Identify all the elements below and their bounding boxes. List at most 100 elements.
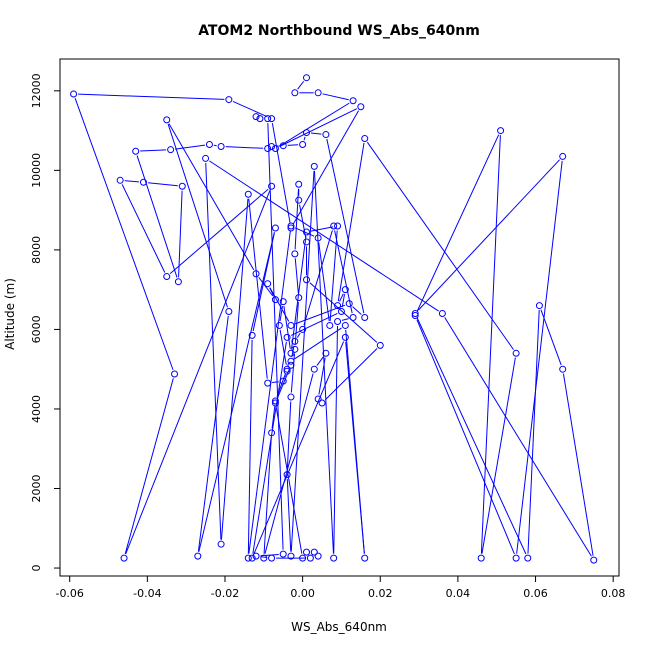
series-segment — [310, 132, 322, 135]
data-point — [283, 367, 291, 375]
series-segment — [292, 110, 360, 225]
data-point — [357, 103, 365, 111]
series-segment — [198, 232, 275, 552]
series-segment — [294, 327, 342, 360]
data-point — [295, 196, 303, 204]
data-point — [295, 294, 303, 302]
data-point — [252, 113, 260, 121]
data-point — [178, 182, 186, 190]
y-tick-label: 6000 — [30, 315, 43, 343]
y-tick-label: 12000 — [30, 73, 43, 108]
data-point — [268, 115, 276, 123]
series-segment — [247, 339, 253, 554]
series-segment — [169, 188, 269, 274]
data-point — [252, 270, 260, 278]
data-point — [314, 89, 322, 97]
data-point — [264, 379, 272, 387]
data-point — [590, 556, 598, 564]
series-segment — [318, 242, 330, 322]
data-point — [264, 115, 272, 123]
series-segment — [175, 144, 206, 150]
data-point — [334, 317, 342, 325]
data-point — [334, 222, 342, 230]
series-segment — [263, 437, 272, 554]
series-segment — [264, 373, 314, 554]
series-segment — [516, 160, 563, 554]
data-point — [271, 224, 279, 232]
series-segment — [299, 204, 307, 238]
data-point — [217, 142, 225, 150]
data-point — [287, 224, 295, 232]
data-point — [256, 115, 264, 123]
data-point — [268, 429, 276, 437]
data-point — [341, 286, 349, 294]
series-segment — [303, 230, 333, 326]
data-point — [299, 554, 307, 562]
data-point — [174, 278, 182, 286]
series-segment — [527, 310, 540, 554]
data-point — [299, 325, 307, 333]
data-point — [295, 180, 303, 188]
data-point — [345, 300, 353, 308]
x-tick-label: -0.02 — [211, 587, 239, 600]
data-point — [120, 554, 128, 562]
data-point — [248, 331, 256, 339]
data-point — [279, 142, 287, 150]
data-point — [361, 135, 369, 143]
series-segment — [322, 93, 349, 101]
series-segment — [279, 329, 287, 365]
data-point — [264, 280, 272, 288]
data-point — [411, 312, 419, 320]
series-segment — [290, 313, 338, 336]
series-segment — [248, 230, 291, 554]
series-segment — [168, 123, 255, 271]
series-segment — [248, 198, 268, 379]
data-point — [260, 554, 268, 562]
data-point — [524, 554, 532, 562]
data-point — [326, 321, 334, 329]
data-point — [310, 548, 318, 556]
data-point — [291, 250, 299, 258]
data-point — [303, 228, 311, 236]
data-point — [291, 345, 299, 353]
y-tick-label: 8000 — [30, 236, 43, 264]
data-point — [306, 554, 314, 562]
series-segment — [167, 123, 228, 308]
data-point — [70, 90, 78, 98]
series-segment — [333, 325, 338, 554]
x-axis: -0.06 -0.04 -0.02 0.00 0.02 0.04 0.06 0.08 — [55, 575, 625, 600]
data-point — [279, 377, 287, 385]
series-segment — [341, 318, 349, 321]
series-segment — [74, 98, 174, 370]
data-point — [268, 142, 276, 150]
data-point — [194, 552, 202, 560]
data-point — [341, 321, 349, 329]
x-tick-label: -0.04 — [133, 587, 161, 600]
data-point — [477, 554, 485, 562]
x-tick-label: 0.06 — [523, 587, 548, 600]
series-segment — [287, 144, 299, 146]
series-segment — [124, 378, 174, 554]
data-point — [279, 298, 287, 306]
data-point — [376, 341, 384, 349]
y-tick-label: 10000 — [30, 153, 43, 188]
data-point — [287, 222, 295, 230]
data-point — [310, 162, 318, 170]
series-segment — [294, 258, 299, 294]
x-axis-label: WS_Abs_640nm — [291, 620, 387, 634]
data-point — [287, 349, 295, 357]
series-segment — [284, 375, 286, 378]
data-point — [287, 321, 295, 329]
series-segment — [279, 108, 358, 147]
series-segment — [205, 162, 222, 540]
data-point — [361, 554, 369, 562]
series-segment — [416, 134, 500, 312]
series-segment — [286, 479, 292, 552]
data-point — [252, 552, 260, 560]
data-point — [287, 361, 295, 369]
series-segment — [178, 190, 183, 278]
series-segment — [309, 282, 378, 343]
series-segment — [416, 317, 527, 555]
data-point — [318, 399, 326, 407]
